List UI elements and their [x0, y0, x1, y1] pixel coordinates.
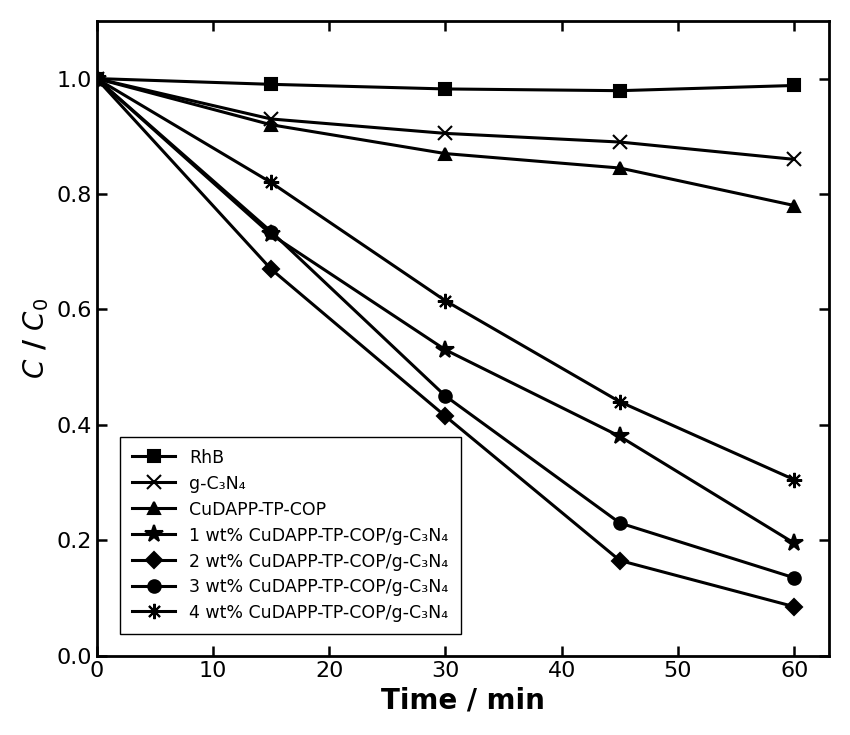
2 wt% CuDAPP-TP-COP/g-C₃N₄ [266, 265, 276, 273]
4 wt% CuDAPP-TP-COP/g-C₃N₄ [789, 476, 799, 484]
CuDAPP-TP-COP [266, 121, 276, 129]
CuDAPP-TP-COP [92, 74, 102, 83]
CuDAPP-TP-COP [789, 201, 799, 210]
RhB [615, 86, 625, 95]
1 wt% CuDAPP-TP-COP/g-C₃N₄ [440, 345, 450, 354]
2 wt% CuDAPP-TP-COP/g-C₃N₄ [440, 412, 450, 420]
g-C₃N₄ [440, 129, 450, 137]
1 wt% CuDAPP-TP-COP/g-C₃N₄ [789, 539, 799, 548]
RhB [440, 85, 450, 93]
3 wt% CuDAPP-TP-COP/g-C₃N₄ [92, 74, 102, 83]
Line: RhB: RhB [91, 73, 800, 96]
Legend: RhB, g-C₃N₄, CuDAPP-TP-COP, 1 wt% CuDAPP-TP-COP/g-C₃N₄, 2 wt% CuDAPP-TP-COP/g-C₃: RhB, g-C₃N₄, CuDAPP-TP-COP, 1 wt% CuDAPP… [120, 437, 461, 634]
1 wt% CuDAPP-TP-COP/g-C₃N₄ [266, 230, 276, 239]
X-axis label: Time / min: Time / min [381, 686, 545, 714]
CuDAPP-TP-COP [440, 149, 450, 158]
2 wt% CuDAPP-TP-COP/g-C₃N₄ [615, 556, 625, 565]
g-C₃N₄ [615, 137, 625, 146]
RhB [92, 74, 102, 83]
3 wt% CuDAPP-TP-COP/g-C₃N₄ [440, 392, 450, 401]
2 wt% CuDAPP-TP-COP/g-C₃N₄ [92, 74, 102, 83]
1 wt% CuDAPP-TP-COP/g-C₃N₄ [92, 74, 102, 83]
Y-axis label: $C$ / $C_0$: $C$ / $C_0$ [21, 298, 51, 379]
Line: 3 wt% CuDAPP-TP-COP/g-C₃N₄: 3 wt% CuDAPP-TP-COP/g-C₃N₄ [90, 72, 801, 584]
g-C₃N₄ [92, 74, 102, 83]
Line: 2 wt% CuDAPP-TP-COP/g-C₃N₄: 2 wt% CuDAPP-TP-COP/g-C₃N₄ [91, 73, 800, 612]
3 wt% CuDAPP-TP-COP/g-C₃N₄ [789, 573, 799, 582]
2 wt% CuDAPP-TP-COP/g-C₃N₄ [789, 602, 799, 611]
1 wt% CuDAPP-TP-COP/g-C₃N₄ [615, 432, 625, 441]
RhB [266, 80, 276, 89]
RhB [789, 81, 799, 90]
4 wt% CuDAPP-TP-COP/g-C₃N₄ [440, 296, 450, 305]
Line: CuDAPP-TP-COP: CuDAPP-TP-COP [91, 73, 800, 211]
3 wt% CuDAPP-TP-COP/g-C₃N₄ [266, 227, 276, 236]
Line: 1 wt% CuDAPP-TP-COP/g-C₃N₄: 1 wt% CuDAPP-TP-COP/g-C₃N₄ [88, 70, 803, 552]
g-C₃N₄ [266, 115, 276, 123]
Line: g-C₃N₄: g-C₃N₄ [89, 71, 802, 166]
4 wt% CuDAPP-TP-COP/g-C₃N₄ [615, 398, 625, 406]
4 wt% CuDAPP-TP-COP/g-C₃N₄ [92, 74, 102, 83]
CuDAPP-TP-COP [615, 164, 625, 173]
g-C₃N₄ [789, 155, 799, 164]
3 wt% CuDAPP-TP-COP/g-C₃N₄ [615, 519, 625, 528]
Line: 4 wt% CuDAPP-TP-COP/g-C₃N₄: 4 wt% CuDAPP-TP-COP/g-C₃N₄ [89, 71, 802, 487]
4 wt% CuDAPP-TP-COP/g-C₃N₄ [266, 178, 276, 187]
